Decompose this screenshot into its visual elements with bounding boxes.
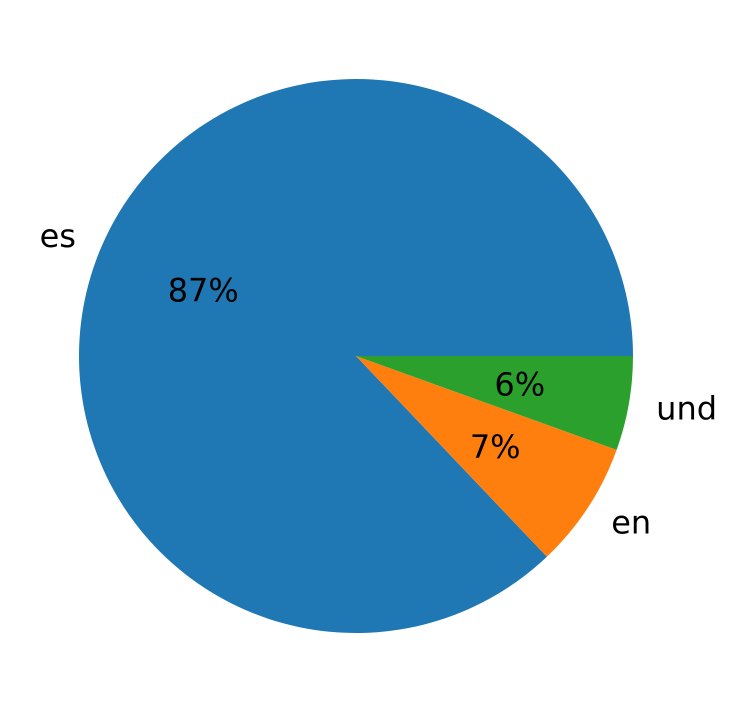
pie-slice-und — [356, 356, 633, 450]
slice-label-es: es — [40, 217, 76, 255]
slice-label-und: und — [656, 389, 717, 427]
slice-label-en: en — [611, 503, 651, 541]
pie-slice-en — [356, 356, 617, 557]
slice-pct-label-es: 87% — [168, 271, 239, 309]
slice-pct-label-en: 7% — [470, 428, 521, 466]
slice-pct-label-und: 6% — [494, 366, 545, 404]
